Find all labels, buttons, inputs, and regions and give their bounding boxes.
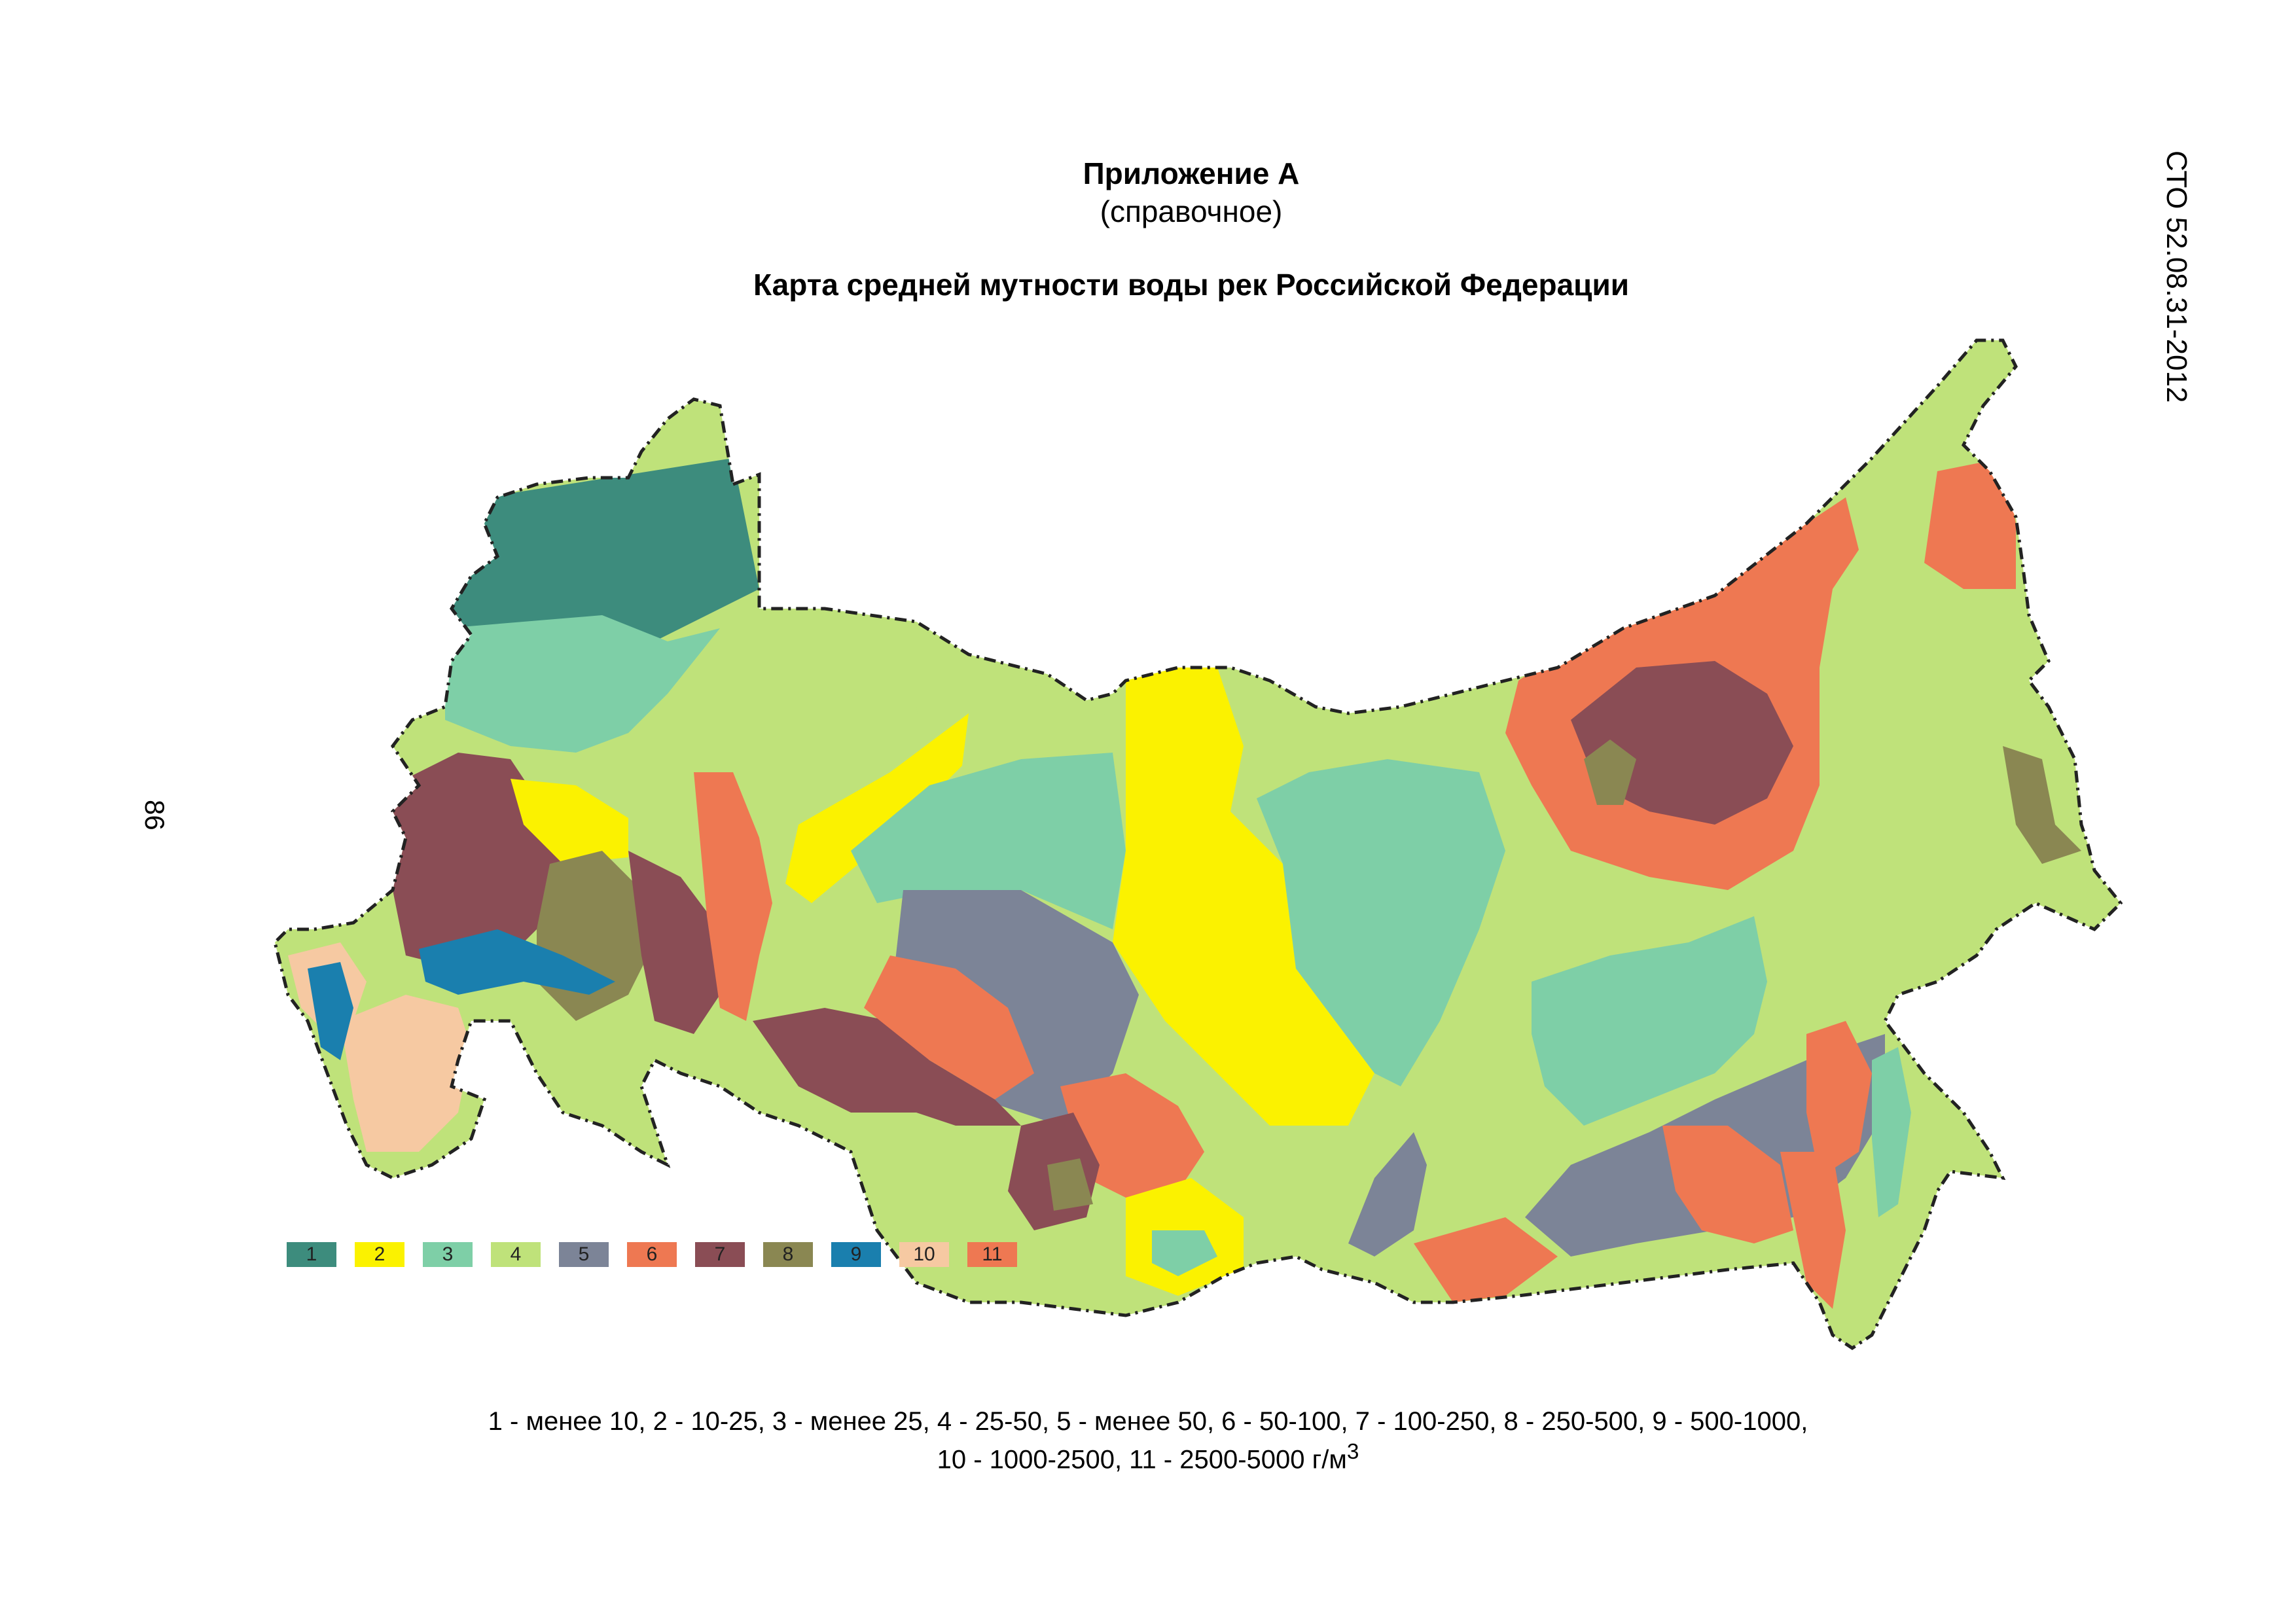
state-border [273,338,2123,1351]
region-zone-6-ussuri [1806,1021,1872,1178]
map-title: Карта средней мутности воды рек Российск… [753,268,1629,302]
region-zone-3-aldan [1532,916,1767,1126]
region-zone-2-yenisei [1113,668,1374,1126]
region-zone-6-chukotka [1924,458,2016,589]
unit-superscript: 3 [1346,1440,1359,1464]
document-code: СТО 52.08.31-2012 [2161,151,2193,403]
legend-swatch-9: 9 [831,1242,881,1267]
page-number: 86 [139,800,170,830]
region-zone-6-ishim [864,955,1034,1099]
map-regions [275,340,2121,1348]
region-zone-2-upper-volga [511,779,628,864]
legend-swatch-2: 2 [355,1242,404,1267]
region-zone-9-volga-delta [419,929,615,995]
region-zone-8-altai-core [1047,1158,1093,1211]
legend-caption-text: 10 - 1000-2500, 11 - 2500-5000 г/м [937,1445,1347,1474]
region-zone-7-south-urals [753,1008,1021,1126]
region-zone-3-primorye [1872,1047,1911,1217]
region-zone-5-baikal [1348,1132,1427,1257]
region-zone-6-khabarovsk [1780,1152,1846,1309]
region-zone-7-urals-west [628,851,720,1034]
legend-swatch-1: 1 [287,1242,336,1267]
legend-swatch-4: 4 [491,1242,541,1267]
annex-title: Приложение А [1083,156,1300,190]
legend-caption-line-2: 10 - 1000-2500, 11 - 2500-5000 г/м3 [0,1440,2296,1474]
region-zone-6-transbaikal [1414,1217,1558,1302]
legend-swatch-10: 10 [899,1242,949,1267]
legend-swatch-8: 8 [763,1242,813,1267]
legend-swatch-5: 5 [559,1242,609,1267]
annex-subtitle: (справочное) [1100,194,1283,228]
region-zone-3-karelia [445,615,720,753]
region-zone-3-sayan-core [1152,1230,1217,1276]
legend-swatch-3: 3 [423,1242,473,1267]
legend-swatch-6: 6 [627,1242,677,1267]
legend-swatch-11: 11 [967,1242,1017,1267]
region-zone-8-yakutia-core [1584,740,1636,805]
region-zone-6-urals [694,772,772,1021]
region-zone-6-amur-middle [1662,1126,1793,1243]
region-zone-8-kamchatka [2003,746,2081,864]
legend-swatch-7: 7 [695,1242,745,1267]
region-zone-3-ob [851,753,1126,929]
region-zone-2-west-siberia-stripe [785,713,969,903]
legend-caption-line-1: 1 - менее 10, 2 - 10-25, 3 - менее 25, 4… [488,1407,1808,1436]
region-zone-10-north-caucasus [340,995,471,1152]
region-zone-3-central-siberia [1257,759,1505,1086]
region-zone-9-kuban [308,962,353,1060]
